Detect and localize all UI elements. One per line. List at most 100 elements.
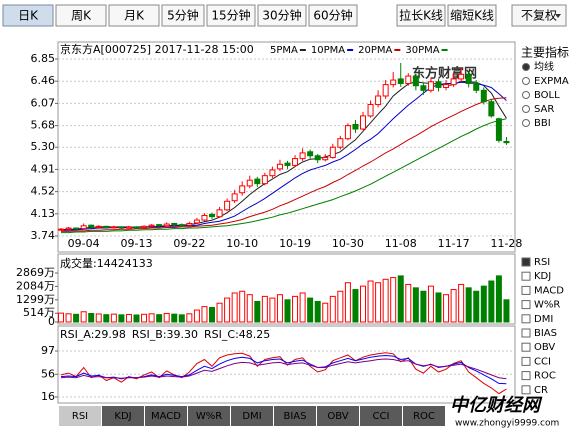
tab-label[interactable]: ROC [413,411,435,422]
indicator-option[interactable]: CCI [534,356,551,367]
indicator-option[interactable]: 均线 [534,60,554,73]
indicator-option[interactable]: W%R [534,300,560,311]
volume-bar [375,282,382,323]
tab[interactable] [102,406,144,426]
checkbox[interactable] [521,356,531,366]
volume-bar [125,313,132,323]
tab-label[interactable]: W%R [196,411,222,422]
indicator-option[interactable]: KDJ [534,271,551,282]
sidebar-title: 主要指标 [521,45,569,60]
radio[interactable] [522,119,530,127]
indicator-option[interactable]: MACD [534,285,564,296]
indicator-option[interactable]: RSI [534,257,550,268]
candle-body [163,223,170,227]
radio[interactable] [522,91,530,99]
tab-label[interactable]: BIAS [284,411,307,422]
volume-bar [405,283,412,323]
checkbox[interactable] [521,257,531,267]
candle-body [480,89,487,103]
toolbar-button[interactable] [257,4,307,27]
checkbox[interactable] [521,385,531,395]
volume-bar [148,313,155,323]
checkbox[interactable] [521,271,531,281]
tab-label[interactable]: CCI [373,411,390,422]
toolbar-button[interactable] [55,4,107,27]
toolbar-button-label[interactable]: 15分钟 [211,8,250,23]
indicator-option[interactable]: BIAS [534,328,557,339]
toolbar-button-label[interactable]: 拉长K线 [399,8,443,23]
tab[interactable] [59,406,101,426]
volume-bar [337,290,344,323]
candle-body [269,169,276,177]
toolbar-button[interactable] [206,4,256,27]
y-tick-label: 0 [48,315,55,328]
volume-bar [458,283,465,323]
toolbar-button[interactable] [161,4,205,27]
y-tick-label: 56 [41,367,55,380]
toolbar-button[interactable] [396,4,446,27]
radio[interactable] [522,105,530,113]
checkbox[interactable] [521,328,531,338]
toolbar-button-label[interactable]: 缩短K线 [450,8,494,23]
tab-label[interactable]: KDJ [114,411,131,422]
y-tick-label: 514万 [23,306,55,319]
price-title: 京东方A[000725] 2017-11-28 15:00 [60,42,254,56]
tab[interactable] [360,406,402,426]
toolbar-button-label[interactable]: 日K [18,9,39,23]
indicator-option[interactable]: BOLL [534,90,560,101]
volume-bar [209,306,215,323]
checkbox[interactable] [521,342,531,352]
toolbar-button[interactable] [2,4,54,27]
checkbox[interactable] [521,371,531,381]
toolbar-button-label[interactable]: 5分钟 [167,8,199,23]
indicator-option[interactable]: OBV [534,342,555,353]
toolbar-button-label[interactable]: 60分钟 [313,8,352,23]
checkbox[interactable] [521,285,531,295]
indicator-option[interactable]: CR [534,385,548,396]
tab[interactable] [188,406,230,426]
checkbox[interactable] [521,314,531,324]
volume-bar [254,301,261,323]
toolbar-button[interactable] [308,4,358,27]
tab-label[interactable]: RSI [72,411,88,422]
candle-body [148,224,155,227]
volume-bar [246,294,253,323]
candle-body [420,85,427,91]
checkbox[interactable] [521,300,531,310]
y-tick-label: 6.07 [31,96,56,109]
tab-label[interactable]: OBV [327,411,348,422]
indicator-option[interactable]: EXPMA [534,76,569,87]
toolbar-button-label[interactable]: 不复权 [521,9,557,23]
tab[interactable] [274,406,316,426]
legend-label: 10PMA [311,45,345,56]
toolbar-button-label[interactable]: 30分钟 [262,8,301,23]
tab-label[interactable]: MACD [151,411,181,422]
legend-label: RSI_B:39.30 [132,328,198,341]
y-tick-label: 4.13 [31,207,56,220]
x-tick-label: 09-04 [68,237,100,250]
radio[interactable] [522,77,530,85]
volume-bar [360,285,366,323]
indicator-option[interactable]: SAR [534,104,554,115]
indicator-option[interactable]: BBI [534,118,551,129]
toolbar-button[interactable] [108,4,160,27]
indicator-option[interactable]: ROC [534,371,556,382]
toolbar-button[interactable] [447,4,497,27]
tab[interactable] [145,406,187,426]
candle-body [488,101,495,117]
candle-body [80,225,87,230]
y-tick-label: 2869万 [16,266,55,279]
y-tick-label: 3.74 [31,229,56,242]
volume-title: 成交量:14424133 [60,256,153,270]
toolbar-button-label[interactable]: 月K [124,9,145,23]
toolbar-button[interactable] [511,4,567,27]
tab[interactable] [403,406,445,426]
indicator-option[interactable]: DMI [534,314,553,325]
volume-bar [58,312,64,323]
volume-bar [427,285,434,323]
tab[interactable] [317,406,359,426]
radio[interactable] [522,63,530,71]
toolbar-button-label[interactable]: 周K [71,9,92,23]
tab-label[interactable]: DMI [242,411,261,422]
tab[interactable] [231,406,273,426]
